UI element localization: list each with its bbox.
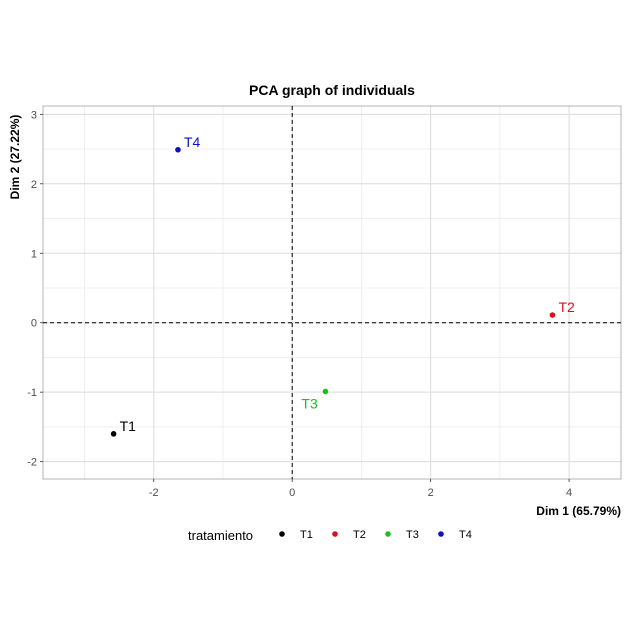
x-tick-label: 4 (566, 487, 572, 499)
data-point-t4 (175, 146, 181, 153)
legend-key-t2 (332, 531, 338, 537)
point-label-t4: T4 (184, 134, 201, 150)
reference-lines (43, 106, 621, 479)
x-tick-label: 2 (428, 487, 434, 499)
y-axis-ticks: -2 -1 0 1 2 3 (27, 109, 43, 469)
plot-panel: T1 T2 T3 T4 (42, 105, 622, 480)
y-tick-label: -2 (27, 457, 37, 469)
y-tick-label: -1 (27, 387, 37, 399)
minor-gridlines (43, 106, 621, 479)
point-label-t1: T1 (120, 418, 137, 434)
point-label-t2: T2 (558, 299, 575, 315)
legend-label-t2: T2 (353, 529, 366, 541)
y-axis-title: Dim 2 (27.22%) (8, 115, 22, 200)
x-tick-label: -2 (149, 487, 159, 499)
legend-key-t3 (385, 531, 391, 537)
data-points: T1 T2 T3 T4 (110, 134, 575, 437)
y-tick-label: 3 (31, 109, 37, 121)
legend: tratamiento T1 T2 T3 T4 (188, 528, 472, 543)
y-tick-label: 2 (31, 179, 37, 191)
y-tick-label: 0 (31, 318, 37, 330)
legend-key-t4 (438, 531, 444, 537)
data-point-t1 (110, 431, 117, 437)
x-axis-title: Dim 1 (65.79%) (536, 504, 621, 518)
panel-border (42, 105, 622, 480)
legend-label-t1: T1 (300, 529, 313, 541)
chart-title: PCA graph of individuals (249, 82, 415, 98)
legend-items: T1 T2 T3 T4 (279, 529, 472, 541)
legend-key-t1 (279, 531, 285, 537)
legend-title: tratamiento (188, 528, 253, 543)
x-tick-label: 0 (289, 487, 295, 499)
data-point-t2 (549, 312, 556, 318)
legend-label-t3: T3 (406, 529, 419, 541)
point-label-t3: T3 (301, 395, 318, 411)
legend-label-t4: T4 (459, 529, 472, 541)
y-tick-label: 1 (31, 248, 37, 260)
x-axis-ticks: -2 0 2 4 (149, 479, 572, 499)
data-point-t3 (322, 388, 329, 395)
